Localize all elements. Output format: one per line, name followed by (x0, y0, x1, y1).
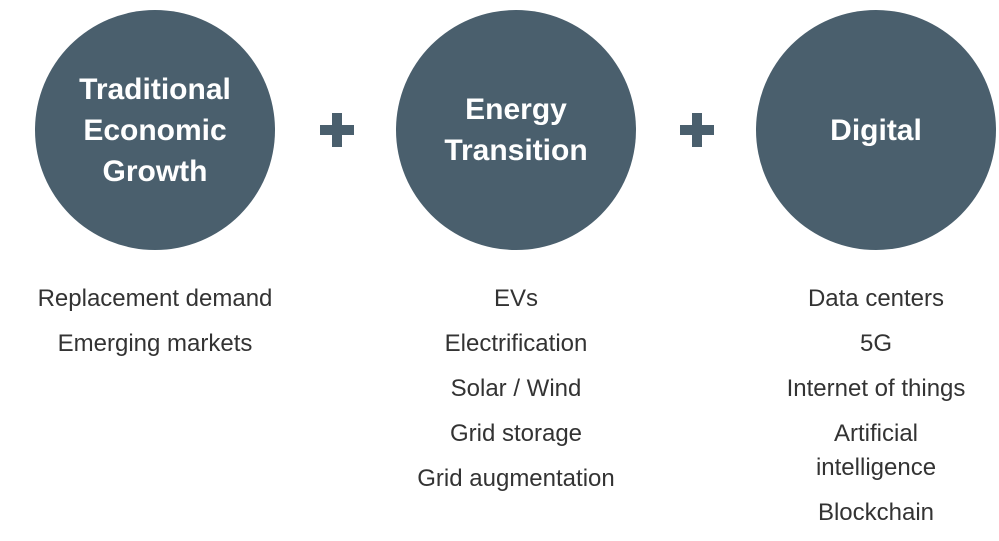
item-list: Data centers 5G Internet of things Artifici… (726, 282, 999, 541)
category-circle: Digital (756, 10, 996, 250)
driver-item: Grid augmentation (366, 462, 666, 496)
driver-item-line: Grid storage (449, 420, 583, 447)
driver-item-line: Blockchain (817, 499, 935, 526)
category-title: Traditional (79, 72, 231, 106)
item-list: EVs Electrification Solar / Wind Grid stora… (366, 282, 666, 507)
category-circle: Energy Transition (396, 10, 636, 250)
driver-item-line: Artificial (833, 420, 918, 447)
driver-item: Solar / Wind (366, 372, 666, 406)
category-title: Economic (83, 113, 227, 147)
driver-item-line: Electrification (444, 330, 588, 357)
driver-item-line: intelligence (815, 454, 937, 481)
plus-sign (320, 113, 354, 147)
driver-item: Electrification (366, 327, 666, 361)
driver-item-line: 5G (859, 330, 892, 357)
plus-sign (680, 113, 714, 147)
driver-item-line: Internet of things (786, 375, 966, 402)
driver-item: Artificial intelligence (726, 417, 999, 485)
item-list: Replacement demand Emerging markets (5, 282, 305, 372)
category-title: Growth (102, 154, 208, 188)
driver-item-line: Emerging markets (57, 330, 253, 357)
category-circle: Traditional Economic Growth (35, 10, 275, 250)
category-title: Transition (444, 134, 588, 167)
driver-item: Data centers (726, 282, 999, 316)
driver-item-line: Solar / Wind (450, 375, 582, 402)
driver-item: Emerging markets (5, 327, 305, 361)
driver-item-line: EVs (493, 285, 538, 312)
driver-item-line: Data centers (807, 285, 945, 312)
category-title: Energy (465, 93, 567, 126)
driver-item: 5G (726, 327, 999, 361)
driver-item: EVs (366, 282, 666, 316)
driver-item-line: Replacement demand (37, 285, 273, 312)
driver-item: Blockchain (726, 496, 999, 530)
driver-item-line: Grid augmentation (417, 465, 615, 492)
category-title: Digital (830, 113, 922, 147)
driver-item: Replacement demand (5, 282, 305, 316)
driver-item: Internet of things (726, 372, 999, 406)
driver-item: Grid storage (366, 417, 666, 451)
